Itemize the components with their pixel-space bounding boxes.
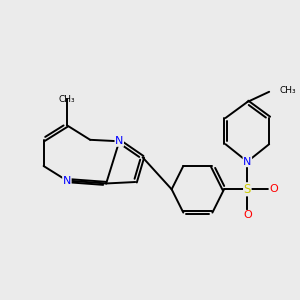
Text: O: O [243, 211, 252, 220]
Text: S: S [244, 183, 251, 196]
Text: N: N [243, 157, 251, 166]
Text: O: O [269, 184, 278, 194]
Text: N: N [115, 136, 124, 146]
Text: CH₃: CH₃ [58, 94, 75, 103]
Text: N: N [63, 176, 71, 186]
Text: CH₃: CH₃ [279, 86, 296, 95]
